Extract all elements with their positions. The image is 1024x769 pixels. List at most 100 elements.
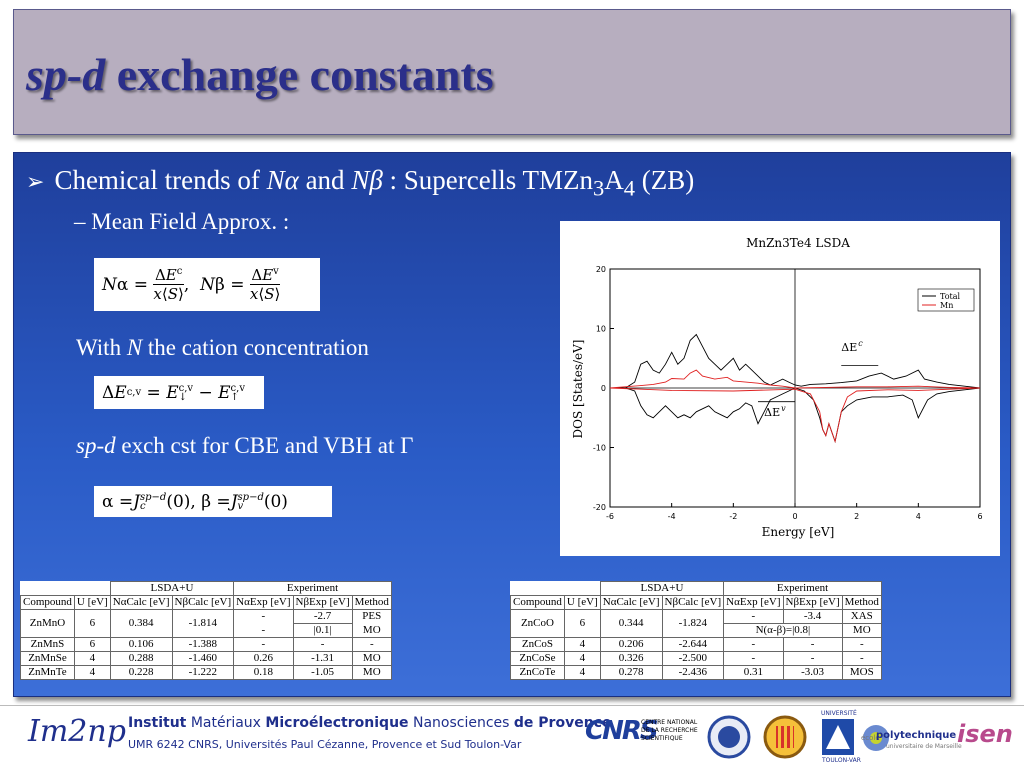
bullet-arrow-icon: ➢ <box>26 169 45 194</box>
cell-nae: 0.31 <box>723 665 784 680</box>
cell-nb: -1.388 <box>171 637 235 652</box>
dos-chart: MnZn3Te4 LSDA Energy [eV] DOS [States/eV… <box>560 221 1000 556</box>
th-na-exp: NαExp [eV] <box>233 595 294 610</box>
th-nb-exp: NβExp [eV] <box>292 595 353 610</box>
cell-nb: -1.814 <box>171 609 235 638</box>
th-na-exp: NαExp [eV] <box>723 595 784 610</box>
y-tick-label: 10 <box>596 325 606 334</box>
tl-blank2 <box>74 582 110 596</box>
table-right: LSDA+U Experiment Compound U [eV] NαCalc… <box>510 581 882 680</box>
f-nano: Nanosciences <box>412 715 510 731</box>
cell-na: 0.106 <box>109 637 173 652</box>
ecole-text: école <box>861 734 880 742</box>
cell-nbe: -2.7 <box>292 609 353 624</box>
cell-nb: -1.824 <box>661 609 725 638</box>
cell-compound: ZnCoS <box>510 637 565 652</box>
title-bar: sp-d exchange constants <box>13 9 1011 135</box>
polytech-logo-icon <box>863 725 889 751</box>
cell-nbe: |0.1| <box>292 623 353 638</box>
y-tick-label: 0 <box>601 384 606 393</box>
bullet1-and: and <box>298 165 352 195</box>
cell-compound: ZnMnO <box>20 609 75 638</box>
th-na-calc: NαCalc [eV] <box>109 595 173 610</box>
cell-nae: - <box>723 609 784 624</box>
annotation-ec-sup: c <box>858 339 863 348</box>
footer: Im2np Institut Matériaux Microélectroniq… <box>0 705 1024 769</box>
table-row: ZnCoO 6 0.344 -1.824 - -3.4 XAS <box>510 609 882 638</box>
cell-nbe: - <box>782 637 843 652</box>
table-row: ZnCoSe 4 0.326 -2.500 - - - <box>510 651 882 666</box>
bullet1-sub1: 3 <box>593 175 605 201</box>
cnrs-line-2: DE LA RECHERCHE <box>641 727 698 734</box>
table-left: LSDA+U Experiment Compound U [eV] NαCalc… <box>20 581 392 680</box>
with-n: N <box>126 335 143 360</box>
chart-title: MnZn3Te4 LSDA <box>746 236 850 250</box>
th-u: U [eV] <box>73 595 111 610</box>
bullet-chemical-trends: ➢ Chemical trends of Nα and Nβ : Supercel… <box>26 165 694 201</box>
cell-na: 0.206 <box>599 637 663 652</box>
cell-method: - <box>351 637 392 652</box>
cell-nae: 0.26 <box>233 651 294 666</box>
cell-nb: -2.644 <box>661 637 725 652</box>
cell-nae: 0.18 <box>233 665 294 680</box>
cnrs-logo: CNRS <box>585 716 659 746</box>
cell-u: 4 <box>563 651 601 666</box>
tr-blank1 <box>511 582 565 596</box>
th-u: U [eV] <box>563 595 601 610</box>
cell-compound: ZnCoO <box>510 609 565 638</box>
cell-u: 4 <box>563 637 601 652</box>
x-tick-label: -4 <box>668 512 676 521</box>
table-row: ZnMnO 6 0.384 -1.814 - -2.7 PES <box>20 609 392 638</box>
isen-logo: isen <box>957 720 1013 748</box>
chart-xlabel: Energy [eV] <box>762 525 835 539</box>
x-tick-label: -2 <box>729 512 737 521</box>
y-tick-label: -10 <box>593 444 606 453</box>
with-post: the cation concentration <box>142 335 369 360</box>
university-seal-2-icon <box>763 715 807 759</box>
sp-d-exch-text: sp-d exch cst for CBE and VBH at Γ <box>76 433 413 459</box>
toulon-text: TOULON-VAR <box>822 757 861 764</box>
x-tick-label: 4 <box>916 512 921 521</box>
cell-nbe: -3.4 <box>782 609 843 624</box>
th-nb-exp: NβExp [eV] <box>782 595 843 610</box>
bullet1-post: : Supercells TMZn <box>382 165 594 195</box>
table-row: N(α-β)=|0.8| MO <box>511 623 882 638</box>
cell-u: 6 <box>73 637 111 652</box>
cell-method: - <box>841 637 882 652</box>
f-deprov: de Provence <box>513 715 612 731</box>
cell-nbe: -3.03 <box>782 665 843 680</box>
cell-nb: -2.436 <box>661 665 725 680</box>
cell-compound: ZnMnTe <box>20 665 75 680</box>
series-line-total <box>610 333 981 389</box>
x-tick-label: 6 <box>977 512 982 521</box>
toulon-logo-icon <box>822 719 854 755</box>
cell-n-alpha-minus-beta: N(α-β)=|0.8| <box>723 623 843 638</box>
bullet1-a: A <box>604 165 624 195</box>
table-left-group-exp: Experiment <box>233 581 392 596</box>
table-left-group-row: LSDA+U Experiment <box>21 581 392 596</box>
chart-ylabel: DOS [States/eV] <box>571 340 585 439</box>
x-tick-label: 2 <box>854 512 859 521</box>
tr-blank2 <box>564 582 600 596</box>
f-institut: Institut <box>128 715 187 731</box>
cell-method: XAS <box>841 609 882 624</box>
tl-blank1 <box>21 582 75 596</box>
bullet1-sub2: 4 <box>623 175 636 201</box>
cell-method: MO <box>351 665 392 680</box>
universite-text: UNIVERSITÉ <box>821 710 857 717</box>
table-row: ZnMnTe 4 0.228 -1.222 0.18 -1.05 MO <box>20 665 392 680</box>
table-row: ZnMnS 6 0.106 -1.388 - - - <box>20 637 392 652</box>
cell-nb: -1.222 <box>171 665 235 680</box>
cell-nae: - <box>723 651 784 666</box>
cell-compound: ZnCoTe <box>510 665 565 680</box>
with-pre: With <box>76 335 127 360</box>
bullet1-pre: Chemical trends of <box>54 165 267 195</box>
cell-nb: -1.460 <box>171 651 235 666</box>
y-tick-label: 20 <box>596 265 606 274</box>
cell-u: 6 <box>73 609 111 638</box>
cell-na: 0.326 <box>599 651 663 666</box>
table-row: ZnCoS 4 0.206 -2.644 - - - <box>510 637 882 652</box>
cell-na: 0.278 <box>599 665 663 680</box>
table-right-header-row: Compound U [eV] NαCalc [eV] NβCalc [eV] … <box>510 595 882 610</box>
